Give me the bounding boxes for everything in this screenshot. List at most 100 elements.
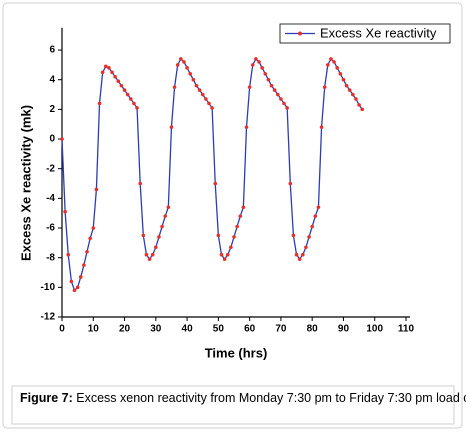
data-point — [335, 66, 340, 70]
data-point — [326, 63, 330, 67]
data-point — [222, 257, 227, 261]
data-point — [66, 252, 71, 257]
x-tick-label: 40 — [182, 324, 194, 335]
data-point — [191, 77, 196, 82]
data-point — [304, 245, 308, 250]
data-point — [129, 97, 133, 101]
data-point — [69, 279, 74, 284]
y-tick-label: 0 — [49, 134, 55, 145]
data-point — [122, 88, 127, 92]
data-point — [147, 257, 152, 261]
data-point — [297, 257, 302, 261]
data-point — [291, 233, 296, 238]
y-tick-label: 4 — [49, 74, 55, 85]
x-tick-label: 110 — [398, 324, 415, 335]
data-point — [185, 66, 189, 70]
data-point — [301, 252, 305, 257]
data-point — [229, 245, 233, 250]
data-point — [360, 107, 365, 112]
data-point — [160, 224, 164, 229]
data-point — [307, 235, 311, 239]
data-point — [347, 88, 352, 92]
data-point — [138, 181, 142, 186]
data-point — [254, 57, 258, 61]
data-point — [210, 106, 214, 110]
x-tick-label: 90 — [338, 324, 350, 335]
data-point — [344, 83, 349, 88]
data-point — [166, 205, 171, 210]
x-tick-label: 70 — [275, 324, 287, 335]
data-point — [225, 252, 230, 257]
y-axis-title: Excess Xe reactivity (mk) — [18, 105, 33, 261]
data-point — [141, 233, 146, 238]
x-tick-label: 50 — [213, 324, 225, 335]
data-point — [247, 85, 252, 89]
data-point — [163, 214, 167, 218]
data-point — [100, 70, 105, 75]
x-tick-label: 80 — [307, 324, 319, 335]
data-point — [269, 83, 274, 88]
data-point — [135, 106, 139, 110]
y-tick-label: -2 — [46, 163, 55, 174]
data-point — [200, 92, 205, 97]
data-point — [72, 288, 77, 293]
caption-text: Excess xenon reactivity from Monday 7:30… — [73, 391, 466, 405]
data-point — [144, 252, 149, 257]
data-point — [332, 60, 336, 64]
data-point — [241, 205, 246, 210]
data-point — [116, 79, 121, 83]
data-point — [63, 209, 67, 214]
data-point — [322, 85, 327, 89]
data-point — [319, 125, 324, 129]
data-point — [272, 88, 277, 92]
data-point — [313, 214, 318, 218]
data-point — [341, 77, 346, 82]
data-point — [119, 83, 124, 88]
y-tick-label: -4 — [46, 193, 55, 204]
y-tick-label: -10 — [41, 282, 56, 293]
data-point — [91, 226, 96, 230]
x-tick-label: 10 — [88, 324, 100, 335]
data-point — [310, 224, 314, 229]
data-point — [88, 236, 92, 241]
data-point — [207, 101, 211, 106]
data-point — [103, 64, 108, 69]
data-point — [113, 74, 117, 79]
x-tick-label: 60 — [244, 324, 256, 335]
caption-box — [11, 385, 455, 425]
data-point — [132, 101, 136, 106]
data-point — [216, 233, 221, 238]
data-point — [266, 77, 271, 82]
data-point — [204, 97, 208, 101]
data-point — [329, 57, 333, 61]
x-tick-label: 30 — [150, 324, 162, 335]
data-point — [288, 181, 293, 186]
data-point — [232, 235, 236, 239]
caption-label: Figure 7: — [20, 391, 73, 405]
data-point — [338, 71, 343, 76]
data-point — [169, 125, 174, 129]
series-line — [61, 57, 363, 292]
data-point — [82, 263, 86, 267]
data-point — [172, 85, 177, 89]
data-point — [182, 60, 186, 64]
x-tick-label: 0 — [59, 324, 65, 335]
legend-box — [279, 23, 451, 44]
data-point — [263, 71, 268, 76]
data-point — [125, 92, 130, 97]
data-point — [85, 249, 89, 254]
x-tick-label: 20 — [119, 324, 131, 335]
data-point — [285, 106, 289, 110]
data-point — [354, 97, 358, 101]
y-tick-label: -6 — [46, 223, 55, 234]
data-point — [60, 137, 64, 141]
data-point — [351, 92, 355, 97]
data-point — [213, 181, 218, 186]
data-point — [188, 71, 193, 76]
data-point — [94, 187, 99, 192]
x-axis-title: Time (hrs) — [205, 345, 268, 360]
data-point — [260, 66, 264, 70]
data-point — [150, 252, 155, 257]
data-point — [250, 63, 255, 67]
